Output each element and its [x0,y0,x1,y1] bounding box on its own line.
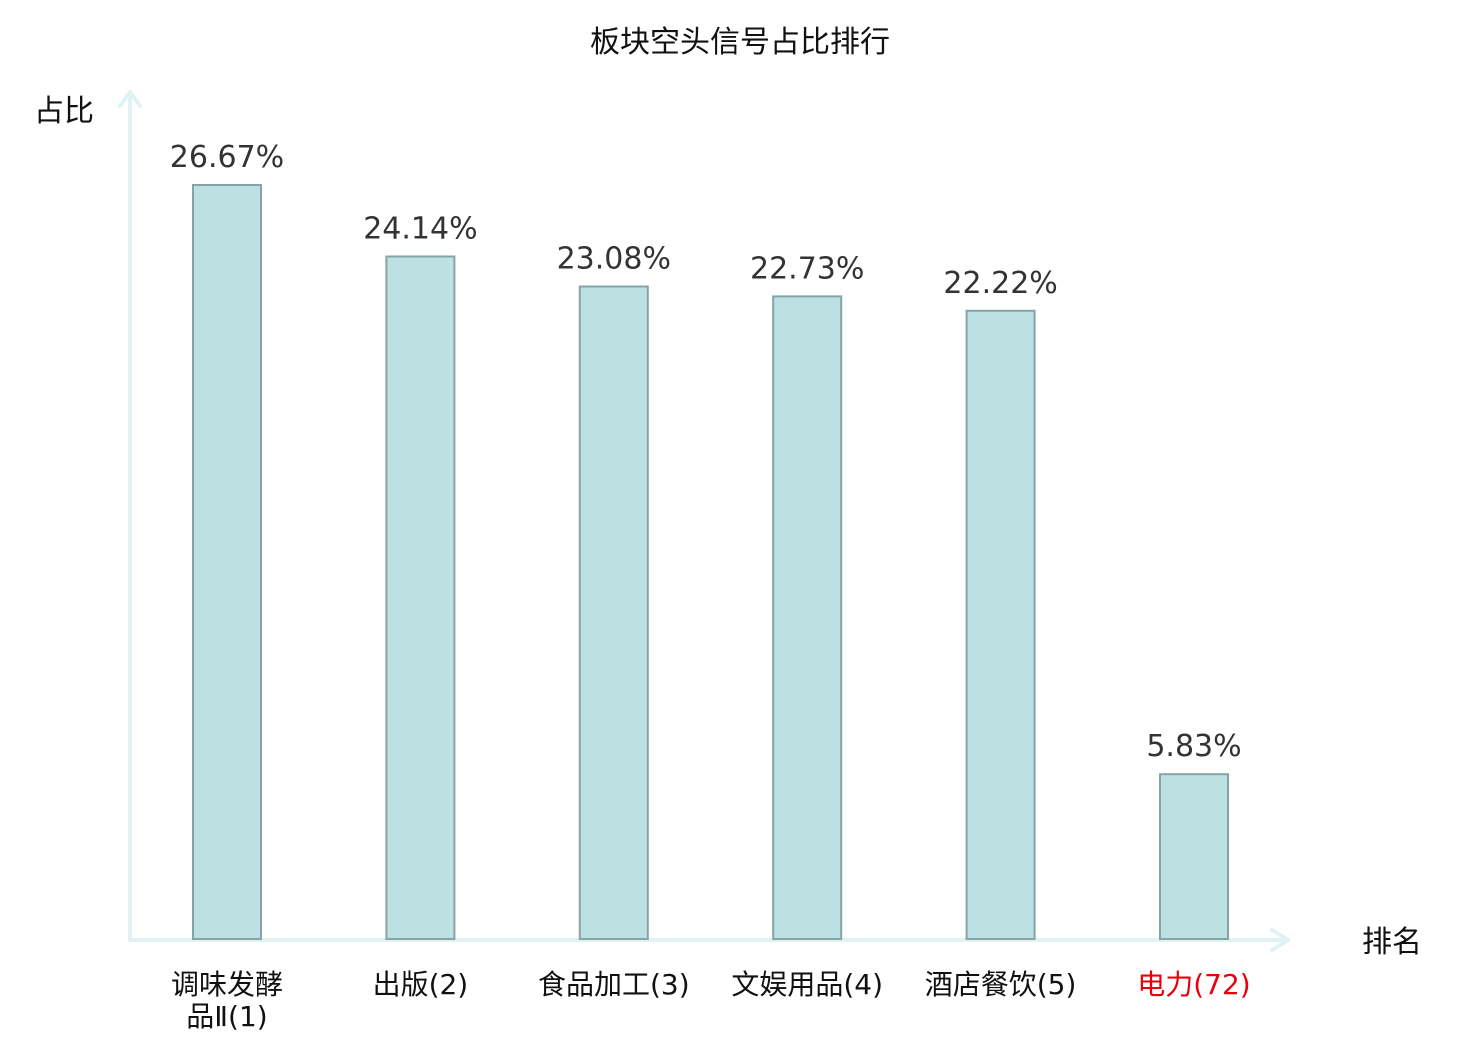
bar [1159,773,1229,941]
y-axis-arrow-icon [118,90,142,108]
y-axis-label: 占比 [34,94,94,129]
bar-value-label: 5.83% [1146,729,1241,764]
x-axis-label: 排名 [1362,925,1422,960]
category-tick-label: 出版(2) [373,968,469,1001]
bar [772,295,843,940]
bar [192,184,262,940]
category-tick-label: 调味发酵 [171,968,283,1001]
category-tick-label: 文娱用品(4) [731,968,883,1001]
bars-group [192,184,1229,941]
category-tick-label: 酒店餐饮(5) [925,968,1077,1001]
bar [578,285,649,940]
bar-value-label: 23.08% [557,242,671,277]
axes [118,90,1290,952]
bar-value-label: 22.73% [750,251,864,286]
category-tick-label: 食品加工(3) [538,968,690,1001]
chart-title: 板块空头信号占比排行 [590,25,890,60]
x-axis-arrow-icon [1270,928,1290,952]
bar-value-label: 24.14% [363,212,477,247]
bar-value-label: 22.22% [943,266,1057,301]
category-tick-label: 品Ⅱ(1) [186,1000,267,1033]
bar-value-label: 26.67% [170,140,284,175]
bar [965,309,1036,940]
bar [385,255,456,940]
category-tick-label: 电力(72) [1137,968,1250,1001]
value-labels-group: 26.67% 24.14% 23.08% 22.73% 22.22% 5.83% [170,140,1242,764]
